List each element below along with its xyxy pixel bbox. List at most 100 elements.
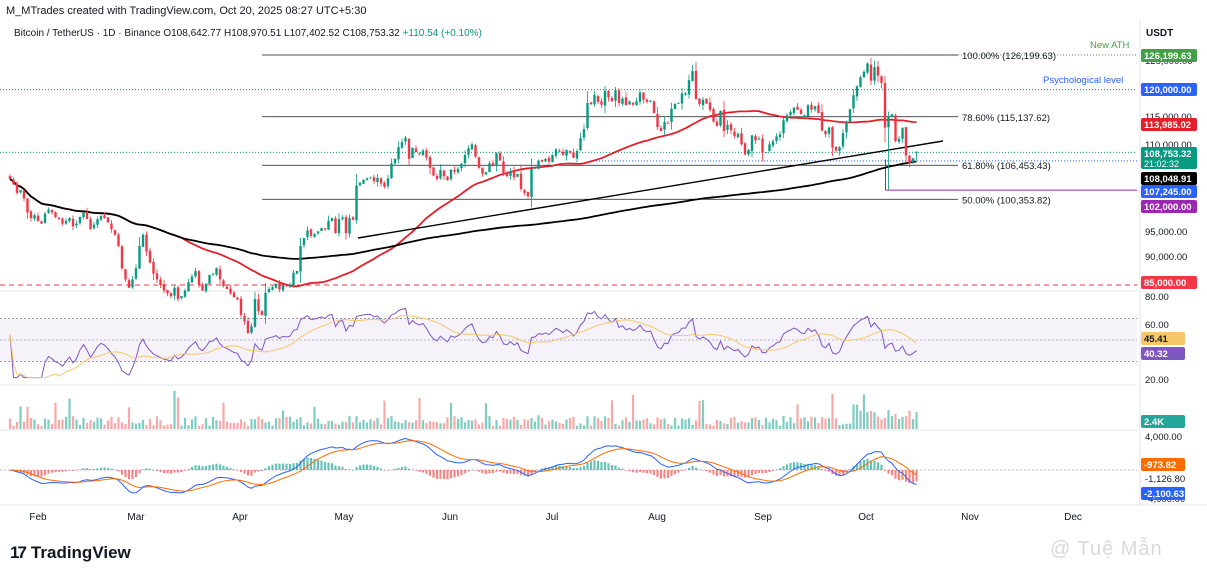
candle-body[interactable] (558, 150, 561, 152)
candle-body[interactable] (897, 138, 901, 142)
candle-body[interactable] (677, 103, 680, 104)
candle-body[interactable] (820, 112, 824, 131)
candle-body[interactable] (638, 92, 642, 102)
candle-body[interactable] (432, 167, 435, 176)
candle-body[interactable] (218, 269, 222, 280)
candle-body[interactable] (316, 231, 320, 234)
candle-body[interactable] (635, 101, 638, 106)
candle-body[interactable] (313, 234, 316, 237)
candle-body[interactable] (449, 169, 453, 180)
candle-body[interactable] (390, 163, 393, 179)
candle-body[interactable] (414, 148, 418, 153)
candle-body[interactable] (726, 124, 729, 130)
candle-body[interactable] (425, 150, 428, 158)
candle-body[interactable] (194, 271, 197, 277)
candle-body[interactable] (400, 142, 404, 148)
candle-body[interactable] (54, 212, 57, 217)
candle-body[interactable] (92, 224, 96, 229)
candle-body[interactable] (561, 151, 565, 155)
candle-body[interactable] (624, 97, 628, 106)
candle-body[interactable] (348, 218, 351, 234)
candle-body[interactable] (253, 298, 257, 327)
candle-body[interactable] (229, 288, 232, 294)
candle-body[interactable] (848, 109, 852, 123)
candle-body[interactable] (659, 127, 663, 131)
candle-body[interactable] (190, 276, 194, 283)
candle-body[interactable] (736, 133, 740, 138)
candle-body[interactable] (519, 173, 523, 189)
candle-body[interactable] (404, 137, 407, 142)
candle-body[interactable] (715, 121, 719, 126)
candle-body[interactable] (267, 288, 271, 293)
candle-body[interactable] (589, 102, 593, 105)
candle-body[interactable] (463, 154, 467, 164)
candle-body[interactable] (596, 96, 600, 102)
candle-body[interactable] (323, 228, 327, 230)
price-tag[interactable] (1141, 147, 1197, 169)
volume-value-tag[interactable] (1141, 415, 1185, 428)
candle-body[interactable] (40, 221, 43, 224)
candle-body[interactable] (397, 147, 400, 160)
candle-body[interactable] (113, 229, 117, 235)
candle-body[interactable] (642, 92, 645, 100)
candle-body[interactable] (684, 93, 687, 95)
candle-body[interactable] (288, 284, 292, 287)
sma-200-line[interactable] (9, 160, 917, 260)
candle-body[interactable] (883, 82, 887, 128)
candle-body[interactable] (435, 175, 439, 179)
candle-body[interactable] (411, 147, 414, 158)
candle-body[interactable] (841, 133, 845, 147)
candle-body[interactable] (152, 261, 155, 274)
candle-body[interactable] (64, 220, 68, 224)
candle-body[interactable] (176, 287, 180, 299)
candle-body[interactable] (155, 273, 159, 280)
candle-body[interactable] (337, 219, 341, 234)
candle-body[interactable] (719, 110, 722, 126)
candle-body[interactable] (211, 273, 215, 275)
candle-body[interactable] (722, 109, 726, 131)
candle-body[interactable] (691, 71, 694, 81)
price-tag[interactable] (1141, 185, 1197, 198)
candle-body[interactable] (698, 98, 701, 105)
candle-body[interactable] (134, 268, 138, 279)
candle-body[interactable] (225, 286, 229, 289)
candle-body[interactable] (600, 101, 603, 105)
candle-body[interactable] (15, 183, 19, 193)
candle-body[interactable] (169, 293, 173, 297)
rsi-ma-line[interactable] (9, 314, 917, 379)
macd-line[interactable] (9, 437, 917, 494)
candle-body[interactable] (369, 177, 372, 179)
candle-body[interactable] (586, 103, 589, 129)
candle-body[interactable] (103, 215, 106, 219)
candle-body[interactable] (75, 223, 78, 226)
candle-body[interactable] (806, 105, 810, 117)
candle-body[interactable] (880, 76, 883, 83)
candle-body[interactable] (516, 173, 519, 177)
candle-body[interactable] (544, 158, 547, 162)
candle-body[interactable] (740, 133, 743, 145)
candle-body[interactable] (565, 149, 568, 156)
candle-body[interactable] (649, 100, 652, 102)
candle-body[interactable] (729, 124, 733, 131)
candle-body[interactable] (572, 152, 575, 158)
candle-body[interactable] (201, 285, 204, 291)
candle-body[interactable] (99, 215, 103, 220)
candle-body[interactable] (813, 106, 817, 110)
candle-body[interactable] (26, 198, 29, 213)
candle-body[interactable] (355, 185, 358, 221)
candle-body[interactable] (628, 101, 631, 105)
candle-body[interactable] (687, 80, 691, 95)
candle-body[interactable] (295, 271, 299, 274)
candle-body[interactable] (138, 245, 141, 269)
candle-body[interactable] (439, 169, 442, 179)
candle-body[interactable] (89, 219, 92, 230)
candle-body[interactable] (78, 216, 82, 224)
currency-label[interactable]: USDT (1146, 28, 1174, 39)
candle-body[interactable] (96, 219, 99, 225)
candle-body[interactable] (162, 284, 166, 291)
candle-body[interactable] (334, 218, 337, 234)
candle-body[interactable] (495, 153, 498, 165)
candle-body[interactable] (785, 115, 789, 122)
candle-body[interactable] (631, 102, 635, 105)
candle-body[interactable] (274, 283, 278, 288)
